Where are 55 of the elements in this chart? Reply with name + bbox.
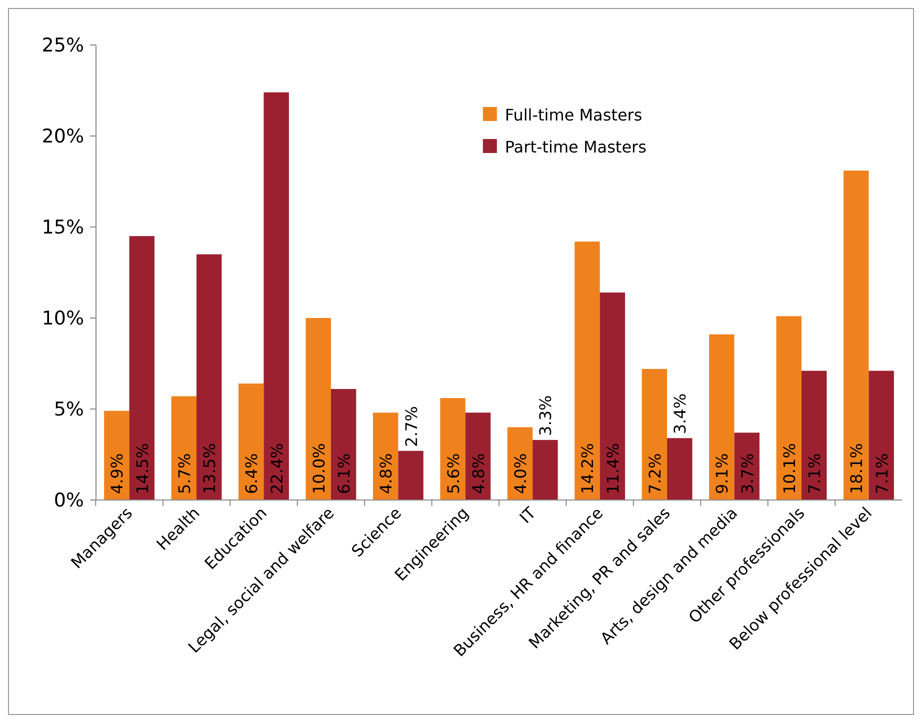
data-label: 11.4%: [603, 443, 622, 494]
data-label: 9.1%: [712, 453, 732, 494]
data-label: 14.2%: [578, 443, 598, 494]
bar: [709, 334, 734, 500]
x-tick-label: IT: [516, 503, 540, 528]
legend-label: Full-time Masters: [504, 106, 642, 125]
bar: [802, 370, 827, 500]
y-tick-label: 25%: [42, 34, 84, 57]
data-label: 3.7%: [738, 453, 757, 494]
data-label: 6.4%: [242, 453, 262, 494]
bar: [306, 318, 331, 500]
data-label: 2.7%: [402, 406, 421, 447]
y-tick-label: 0%: [54, 490, 84, 512]
data-label: 4.8%: [468, 453, 488, 494]
data-label: 7.1%: [805, 453, 824, 494]
bar: [776, 316, 802, 500]
data-label: 4.9%: [108, 453, 127, 494]
data-label: 5.7%: [174, 453, 194, 494]
data-label: 22.4%: [267, 443, 286, 494]
bar: [868, 370, 894, 500]
data-label: 5.6%: [444, 453, 463, 494]
bar: [171, 396, 196, 500]
bar: [600, 292, 626, 500]
bar: [398, 450, 424, 500]
data-label: 10.0%: [309, 443, 328, 494]
y-tick-label: 20%: [42, 126, 84, 148]
data-label: 13.5%: [200, 443, 220, 494]
bar: [440, 398, 466, 500]
bar: [372, 412, 398, 500]
data-label: 3.4%: [670, 393, 690, 434]
bar: [104, 410, 130, 500]
bar: [465, 412, 491, 500]
data-label: 6.1%: [334, 453, 354, 494]
data-label: 18.1%: [847, 443, 866, 494]
y-tick-label: 15%: [42, 216, 84, 239]
data-label: 4.8%: [376, 453, 396, 494]
bar: [667, 438, 692, 500]
data-label: 4.0%: [511, 453, 530, 494]
bar: [642, 368, 668, 500]
bar: [238, 384, 264, 500]
legend-label: Part-time Masters: [504, 138, 646, 157]
bar: [264, 92, 289, 500]
bar: [844, 170, 869, 500]
y-tick-label: 10%: [42, 308, 84, 330]
bar: [330, 388, 356, 500]
bar: [532, 440, 558, 500]
data-label: 14.5%: [132, 443, 152, 494]
data-label: 10.1%: [780, 443, 799, 494]
bar: [129, 236, 154, 500]
bar: [574, 242, 600, 500]
data-label: 3.3%: [536, 395, 556, 436]
data-label: 7.2%: [645, 453, 664, 494]
data-label: 7.1%: [872, 453, 892, 494]
bar: [196, 254, 222, 500]
y-tick-label: 5%: [54, 398, 84, 421]
